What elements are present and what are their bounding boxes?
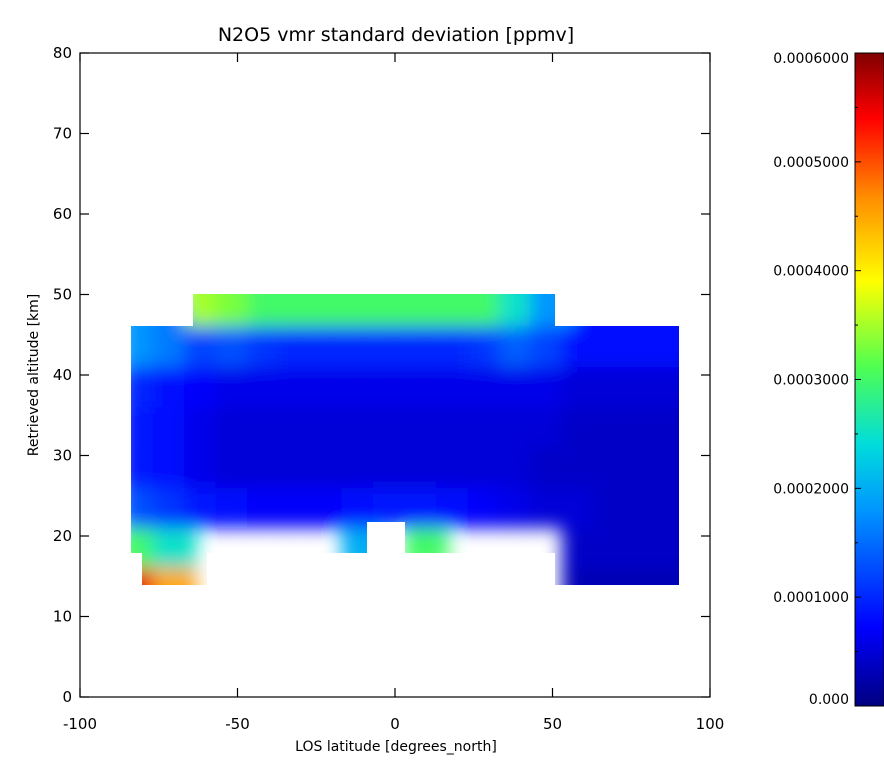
y-tick-label: 50 [53,286,72,304]
x-axis: -100 -50 0 50 100 [63,53,724,733]
colorbar-tick-label: 0.0003000 [773,373,849,389]
colorbar-tick-label: 0.0005000 [773,155,849,171]
x-tick-label: 50 [543,715,562,733]
x-tick-label: 100 [696,715,725,733]
colorbar-tick-label: 0.000 [809,692,849,708]
x-tick-label: 0 [390,715,400,733]
y-tick-label: 0 [62,688,72,706]
x-axis-label: LOS latitude [degrees_north] [295,739,497,755]
colorbar-tick-label: 0.0004000 [773,264,849,280]
y-tick-label: 20 [53,527,72,545]
chart-title: N2O5 vmr standard deviation [ppmv] [218,24,574,46]
y-axis: 0 10 20 30 40 50 60 70 80 [53,44,710,706]
colorbar-tick-label: 0.0006000 [773,51,849,67]
heatmap-cell [656,302,679,367]
y-axis-label: Retrieved altitude [km] [26,294,42,457]
y-tick-label: 60 [53,205,72,223]
x-tick-label: -100 [63,715,97,733]
colorbar-tick-label: 0.0001000 [773,590,849,606]
x-tick-label: -50 [225,715,250,733]
y-tick-label: 30 [53,447,72,465]
y-tick-label: 40 [53,366,72,384]
y-tick-label: 80 [53,44,72,62]
colorbar-tick-label: 0.0002000 [773,481,849,497]
heatmap-cell [530,294,575,327]
y-tick-label: 10 [53,608,72,626]
heatmap-cells [131,294,679,585]
colorbar-ticks: 0.000 0.0001000 0.0002000 0.0003000 0.000400… [773,51,861,708]
y-tick-label: 70 [53,125,72,143]
